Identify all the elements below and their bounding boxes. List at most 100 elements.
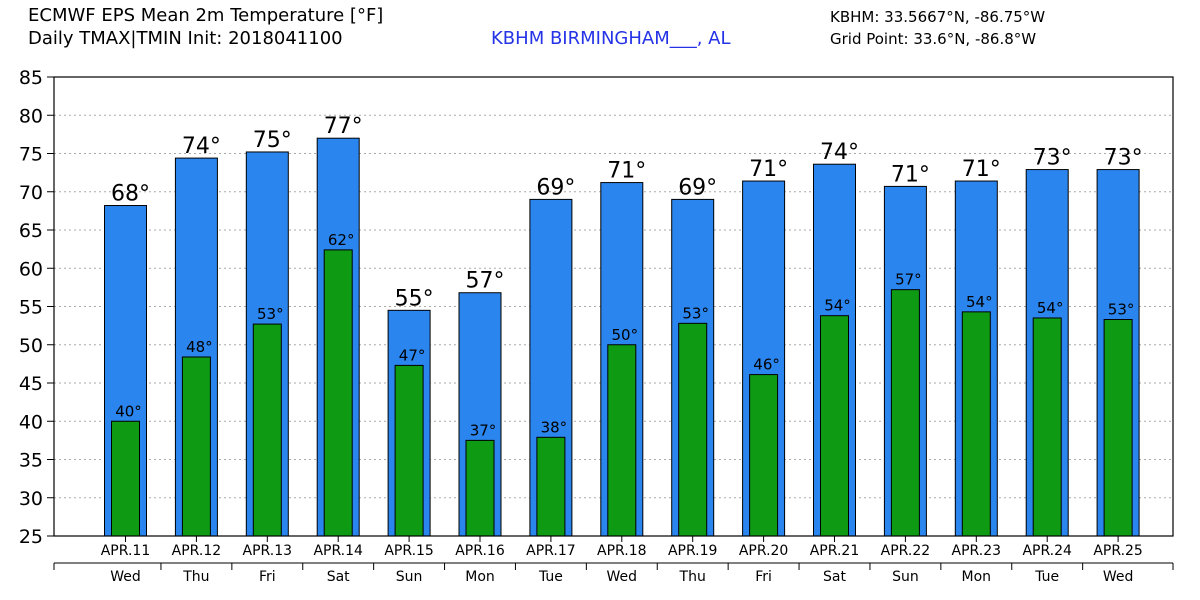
data-labels: 68° 40° 74° 48° 75° 53° 77° 62° 55° 47° 57° 37° 69° 3… [111,114,1143,439]
x-weekday-label: Fri [259,569,276,585]
tmin-data-label: 37° [470,421,497,439]
x-weekday-label: Mon [962,569,992,585]
tmin-bar [961,311,991,537]
tmax-data-label: 75° [253,128,292,153]
tmax-data-label: 73° [1033,146,1072,171]
x-tick-label: APR.21 [810,543,860,559]
x-tick-label: APR.23 [952,543,1002,559]
tmin-bar [678,322,708,537]
x-tick-label: APR.11 [101,543,151,559]
x-weekday-label: Mon [465,569,495,585]
tmin-bar [323,249,353,537]
plot-frame [53,76,1174,537]
x-tick-label: APR.25 [1093,543,1143,559]
x-weekday-label: Wed [110,569,141,585]
tmax-data-label: 71° [962,157,1001,182]
y-tick-label: 30 [19,488,43,510]
tmin-bar [749,374,779,537]
x-tick-label: APR.20 [739,543,789,559]
y-tick-label: 35 [19,450,43,472]
x-weekday-label: Tue [1034,569,1059,585]
x-weekday-label: Wed [607,569,638,585]
tmin-bar [607,344,637,537]
x-weekday-label: Sun [396,569,423,585]
tmin-bar [111,420,140,537]
x-axis: APR.11 Wed APR.12 Thu APR.13 Fri APR.14 Sat APR.… [53,536,1174,585]
tmin-data-label: 47° [399,346,426,364]
tmax-data-label: 77° [324,114,363,139]
y-tick-label: 85 [19,67,43,89]
tmax-data-label: 74° [182,134,221,159]
tmin-bar [536,436,566,537]
tmin-data-label: 54° [824,297,851,315]
bars [104,137,1140,537]
tmax-data-label: 71° [891,162,930,187]
y-tick-label: 55 [19,297,43,319]
tmax-data-label: 74° [820,140,859,165]
x-tick-label: APR.22 [881,543,931,559]
tmin-data-label: 53° [257,305,284,323]
grid-point-coordinates: Grid Point: 33.6°N, -86.8°W [830,30,1037,48]
tmin-data-label: 46° [753,356,780,374]
x-weekday-label: Thu [679,569,706,585]
tmin-data-label: 57° [895,271,922,289]
x-weekday-label: Wed [1103,569,1134,585]
x-weekday-label: Fri [755,569,772,585]
y-tick-label: 75 [19,144,43,166]
x-tick-label: APR.24 [1022,543,1072,559]
tmin-data-label: 50° [612,326,639,344]
y-tick-label: 70 [19,182,43,204]
tmin-data-label: 48° [186,338,213,356]
tmax-data-label: 71° [749,157,788,182]
tmin-bar [820,315,849,537]
x-tick-label: APR.13 [243,543,293,559]
tmin-data-label: 53° [1108,301,1135,319]
x-tick-label: APR.12 [172,543,222,559]
y-tick-label: 45 [19,373,43,395]
tmax-data-label: 69° [678,175,717,200]
x-tick-label: APR.18 [597,543,647,559]
tmin-data-label: 40° [115,402,142,420]
tmin-data-label: 62° [328,231,355,249]
tmax-data-label: 55° [395,286,434,311]
y-tick-label: 60 [19,258,43,280]
tmin-bar [1103,319,1133,537]
y-tick-label: 40 [19,411,43,433]
tmin-bar [394,364,424,537]
y-axis: 85 80 75 70 65 60 55 50 45 40 35 30 25 [19,67,54,548]
station-coordinates: KBHM: 33.5667°N, -86.75°W [830,8,1046,26]
x-weekday-label: Thu [182,569,209,585]
tmax-data-label: 69° [536,175,575,200]
x-tick-label: APR.14 [313,543,363,559]
y-tick-label: 80 [19,105,43,127]
x-tick-label: APR.16 [455,543,505,559]
x-tick-label: APR.17 [526,543,576,559]
tmin-bar [465,439,495,537]
tmin-data-label: 53° [682,304,709,322]
tmin-bar [890,289,920,537]
chart-title: ECMWF EPS Mean 2m Temperature [°F] [28,5,384,26]
gridlines [54,114,1173,499]
x-tick-label: APR.15 [384,543,434,559]
tmax-data-label: 73° [1104,146,1143,171]
y-tick-label: 50 [19,335,43,357]
x-weekday-label: Tue [538,569,563,585]
y-tick-label: 25 [19,526,43,548]
x-weekday-label: Sun [892,569,919,585]
tmax-data-label: 68° [111,182,150,207]
chart-subtitle: Daily TMAX|TMIN Init: 2018041100 [28,28,343,49]
tmax-data-label: 57° [466,269,505,294]
tmax-data-label: 71° [607,159,646,184]
tmin-bar [252,323,282,537]
y-tick-label: 65 [19,220,43,242]
tmin-data-label: 54° [1037,299,1064,317]
x-weekday-label: Sat [327,569,350,585]
x-weekday-label: Sat [823,569,846,585]
tmin-data-label: 54° [966,293,993,311]
tmin-data-label: 38° [541,418,568,436]
x-tick-label: APR.19 [668,543,718,559]
tmin-bar [181,356,211,537]
tmin-bar [1032,317,1062,537]
station-label: KBHM BIRMINGHAM___, AL [491,28,731,49]
